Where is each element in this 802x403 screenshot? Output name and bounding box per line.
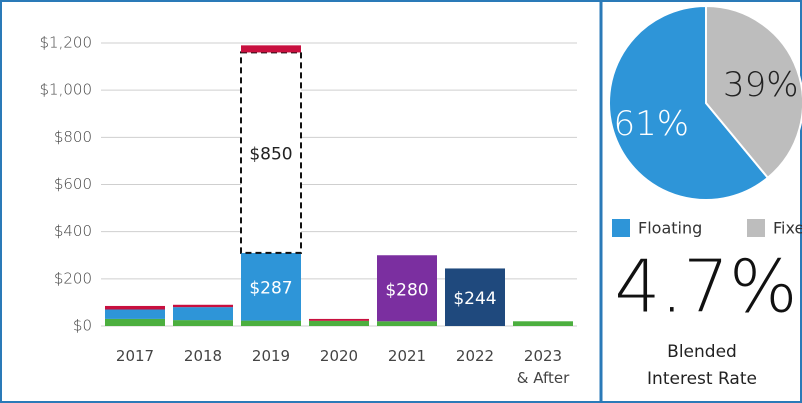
x-tick-label: 2017 xyxy=(115,347,155,365)
bar-segment xyxy=(377,255,437,322)
bar-segment xyxy=(513,321,573,326)
y-tick-label: $1,200 xyxy=(40,34,93,52)
bar-segment xyxy=(377,321,437,326)
legend-label: Fixed xyxy=(773,219,802,238)
stat-label: Blended Interest Rate xyxy=(647,342,757,389)
slice-label: 61% xyxy=(613,104,689,144)
legend-swatch xyxy=(747,219,765,237)
pie-slice xyxy=(705,4,802,180)
x-tick-label: 2019 xyxy=(251,347,291,365)
legend-swatch xyxy=(612,219,630,237)
x-tick-label: 2023 & After xyxy=(516,347,570,387)
dashed-bar-segment xyxy=(240,51,302,254)
x-tick-label: 2022 xyxy=(455,347,495,365)
bar-segment xyxy=(241,252,301,321)
bar-segment xyxy=(445,268,505,326)
bar-segment xyxy=(173,320,233,326)
legend-label: Floating xyxy=(638,219,702,238)
y-tick-label: $800 xyxy=(54,128,92,146)
y-tick-label: $400 xyxy=(54,222,92,240)
y-tick-label: $0 xyxy=(73,317,92,335)
bar-segment xyxy=(173,307,233,321)
x-tick-label: 2018 xyxy=(183,347,223,365)
bar-segment xyxy=(309,320,369,326)
x-tick-label: 2020 xyxy=(319,347,359,365)
bar-segment xyxy=(105,318,165,326)
value-label: $244 xyxy=(453,289,496,309)
value-label: $850 xyxy=(249,145,292,165)
x-tick-label: 2021 xyxy=(387,347,427,365)
bar-segment xyxy=(241,320,301,326)
bar-segment xyxy=(173,304,233,308)
pie-slice xyxy=(608,4,770,201)
bar-segment xyxy=(105,305,165,310)
value-label: $280 xyxy=(385,280,428,300)
bar-segment xyxy=(105,309,165,319)
stat-value: 4.7% xyxy=(615,245,798,329)
y-tick-label: $600 xyxy=(54,175,92,193)
bar-segment xyxy=(309,318,369,321)
bar-segment xyxy=(241,45,301,53)
y-tick-label: $200 xyxy=(54,269,92,287)
value-label: $287 xyxy=(249,279,292,299)
y-tick-label: $1,000 xyxy=(40,81,93,99)
slice-label: 39% xyxy=(723,65,799,105)
